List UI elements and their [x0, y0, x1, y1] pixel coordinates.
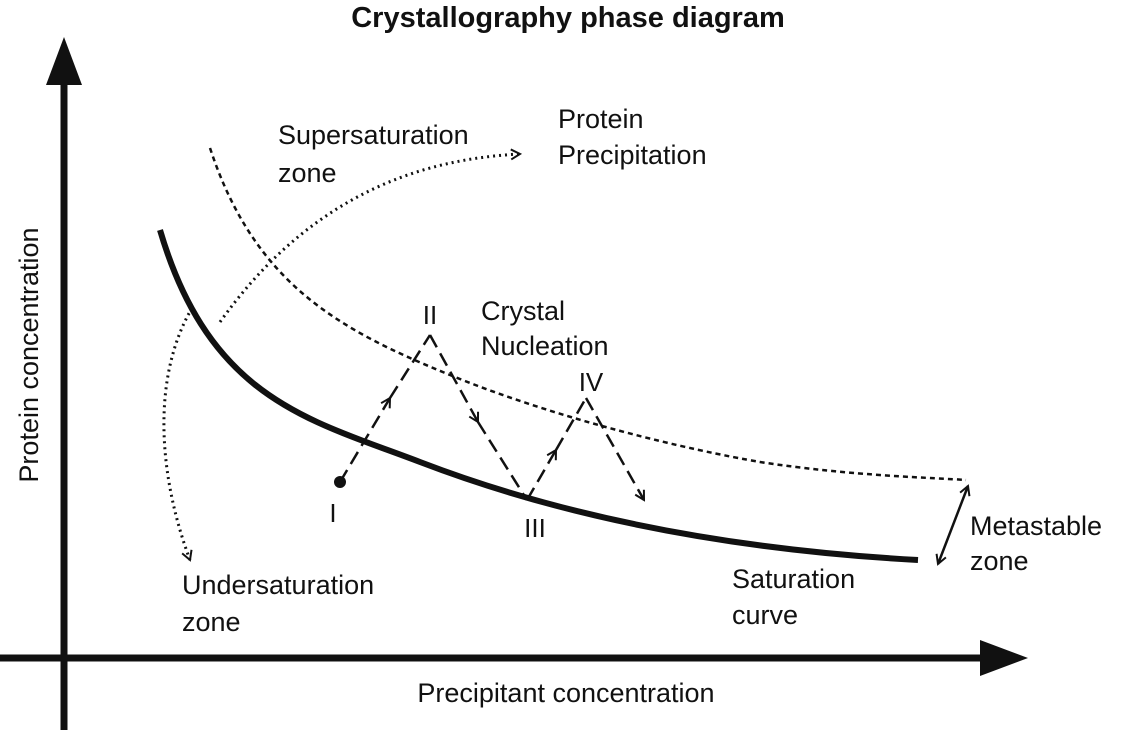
metastable-zone-label: Metastable zone — [970, 511, 1102, 576]
svg-text:Precipitation: Precipitation — [558, 140, 707, 170]
undersaturation-zone-label: Undersaturation zone — [182, 570, 374, 637]
svg-text:zone: zone — [278, 158, 337, 188]
precipitation-zone-label: Protein Precipitation — [558, 104, 707, 170]
svg-text:Saturation: Saturation — [732, 564, 855, 594]
point-label-iv: IV — [579, 367, 604, 397]
svg-text:Nucleation: Nucleation — [481, 331, 609, 361]
saturation-curve-label: Saturation curve — [732, 564, 855, 630]
supersaturation-zone-label: Supersaturation zone — [278, 120, 469, 188]
svg-text:zone: zone — [970, 546, 1029, 576]
nucleation-zone-label: Crystal Nucleation — [481, 296, 609, 361]
svg-text:zone: zone — [182, 607, 241, 637]
point-label-iii: III — [524, 513, 546, 543]
svg-text:Undersaturation: Undersaturation — [182, 570, 374, 600]
metastable-double-arrow — [938, 486, 968, 564]
point-label-ii: II — [423, 300, 437, 330]
saturation-curve — [157, 229, 919, 563]
point-label-i: I — [329, 498, 336, 528]
svg-text:curve: curve — [732, 600, 798, 630]
svg-text:Protein: Protein — [558, 104, 644, 134]
diagram-title: Crystallography phase diagram — [351, 2, 785, 34]
supersolubility-curve — [208, 147, 967, 482]
svg-text:Metastable: Metastable — [970, 511, 1102, 541]
svg-text:Crystal: Crystal — [481, 296, 565, 326]
y-axis-label: Protein concentration — [14, 227, 44, 482]
y-axis — [46, 37, 82, 730]
start-point — [334, 476, 346, 488]
x-axis-label: Precipitant concentration — [417, 678, 714, 708]
dotted-arrow-undersaturation — [162, 307, 194, 560]
x-axis — [0, 640, 1028, 676]
crystallization-path — [338, 334, 646, 500]
svg-text:Supersaturation: Supersaturation — [278, 120, 469, 150]
dotted-arrow-precipitation — [218, 154, 520, 323]
